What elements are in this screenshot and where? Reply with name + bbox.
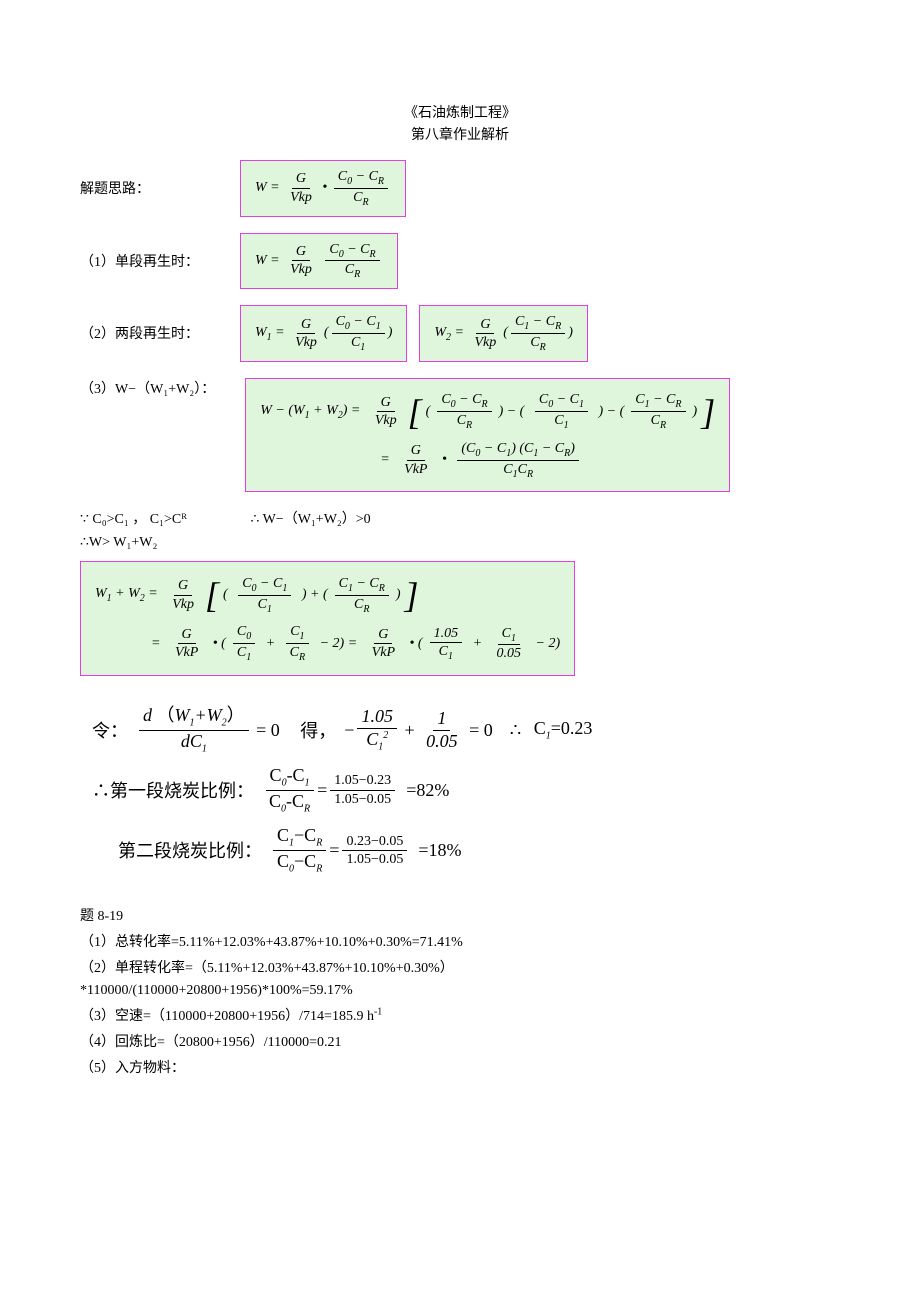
step2-label: （2）两段再生时： bbox=[80, 323, 210, 343]
item-2b: *110000/(110000+20800+1956)*100%=59.17% bbox=[80, 983, 840, 999]
item-4: （4）回炼比=（20800+1956）/110000=0.21 bbox=[80, 1031, 840, 1051]
therefore1-text: ∴ W−（W₁+W₂）>0 bbox=[250, 512, 370, 527]
step2-formula-w1: W1 = GVkp ( C0 − C1C1 ) bbox=[240, 305, 407, 362]
approach-label: 解题思路： bbox=[80, 178, 210, 198]
step3-label: （3）W−（W₁+W₂）： bbox=[80, 378, 215, 398]
because-text: ∵ C₀>C₁ ， C₁>Cᴿ bbox=[80, 512, 187, 527]
step1-label: （1）单段再生时： bbox=[80, 251, 210, 271]
let-label: 令： bbox=[92, 717, 128, 743]
step3-formula: W − (W1 + W2) = GVkp [ (C0 − CRCR) − ( C… bbox=[245, 378, 730, 493]
approach-row: 解题思路： W = GVkp • C0 − CRCR bbox=[80, 160, 840, 217]
ratio1-result: =82% bbox=[406, 780, 449, 801]
get-label: 得， bbox=[300, 717, 336, 743]
main-formula: W = GVkp • C0 − CRCR bbox=[240, 160, 406, 217]
w1w2-expansion: W1 + W2 = GVkp [ ( C0 − C1C1 ) + ( C1 − … bbox=[80, 561, 575, 676]
step1-formula: W = GVkp C0 − CRCR bbox=[240, 233, 398, 290]
derivation-block: 令： d （W1+W2）dC1 = 0 得， − 1.05C12 + 10.05… bbox=[92, 706, 840, 875]
step2-row: （2）两段再生时： W1 = GVkp ( C0 − C1C1 ) W2 = G… bbox=[80, 305, 840, 362]
doc-subtitle: 第八章作业解析 bbox=[80, 124, 840, 144]
item-1: （1）总转化率=5.11%+12.03%+43.87%+10.10%+0.30%… bbox=[80, 931, 840, 951]
item-2: （2）单程转化率=（5.11%+12.03%+43.87%+10.10%+0.3… bbox=[80, 957, 840, 977]
therefore2-line: ∴W> W₁+W₂ bbox=[80, 534, 840, 551]
step1-row: （1）单段再生时： W = GVkp C0 − CRCR bbox=[80, 233, 840, 290]
problem-title: 题 8-19 bbox=[80, 905, 840, 925]
ratio1-label: ∴第一段烧炭比例： bbox=[92, 777, 254, 803]
item-5: （5）入方物料： bbox=[80, 1057, 840, 1077]
step3-row: （3）W−（W₁+W₂）： W − (W1 + W2) = GVkp [ (C0… bbox=[80, 378, 840, 493]
item-3: （3）空速=（110000+20800+1956）/714=185.9 h-1 bbox=[80, 1005, 840, 1025]
ratio2-result: =18% bbox=[418, 840, 461, 861]
doc-title: 《石油炼制工程》 bbox=[80, 102, 840, 122]
because-line: ∵ C₀>C₁ ， C₁>Cᴿ ∴ W−（W₁+W₂）>0 bbox=[80, 508, 840, 528]
step2-formula-w2: W2 = GVkp ( C1 − CRCR ) bbox=[419, 305, 587, 362]
problem-8-19: 题 8-19 （1）总转化率=5.11%+12.03%+43.87%+10.10… bbox=[80, 905, 840, 1077]
ratio2-label: 第二段烧炭比例： bbox=[118, 837, 262, 863]
